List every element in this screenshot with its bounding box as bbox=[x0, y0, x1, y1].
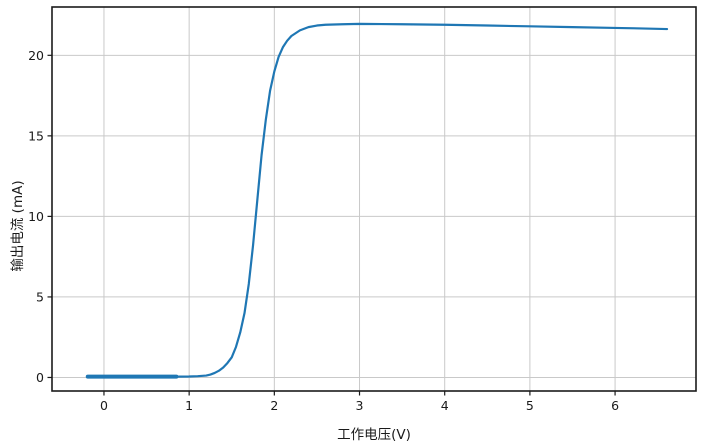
y-tick-label: 5 bbox=[36, 289, 44, 304]
x-axis-label: 工作电压(V) bbox=[337, 427, 411, 443]
x-tick-label: 5 bbox=[526, 398, 534, 413]
x-tick-label: 4 bbox=[441, 398, 449, 413]
x-tick-label: 1 bbox=[185, 398, 193, 413]
x-tick-label: 0 bbox=[100, 398, 108, 413]
x-tick-label: 3 bbox=[356, 398, 364, 413]
y-tick-label: 0 bbox=[36, 370, 44, 385]
current-voltage-curve bbox=[86, 22, 669, 378]
plot-border bbox=[51, 6, 697, 392]
y-axis-label: 输出电流 (mA) bbox=[10, 180, 26, 272]
x-tick-label: 6 bbox=[611, 398, 619, 413]
y-tick-label: 15 bbox=[28, 128, 44, 143]
y-tick-label: 20 bbox=[28, 48, 44, 63]
x-tick-label: 2 bbox=[270, 398, 278, 413]
y-tick-label: 10 bbox=[28, 209, 44, 224]
